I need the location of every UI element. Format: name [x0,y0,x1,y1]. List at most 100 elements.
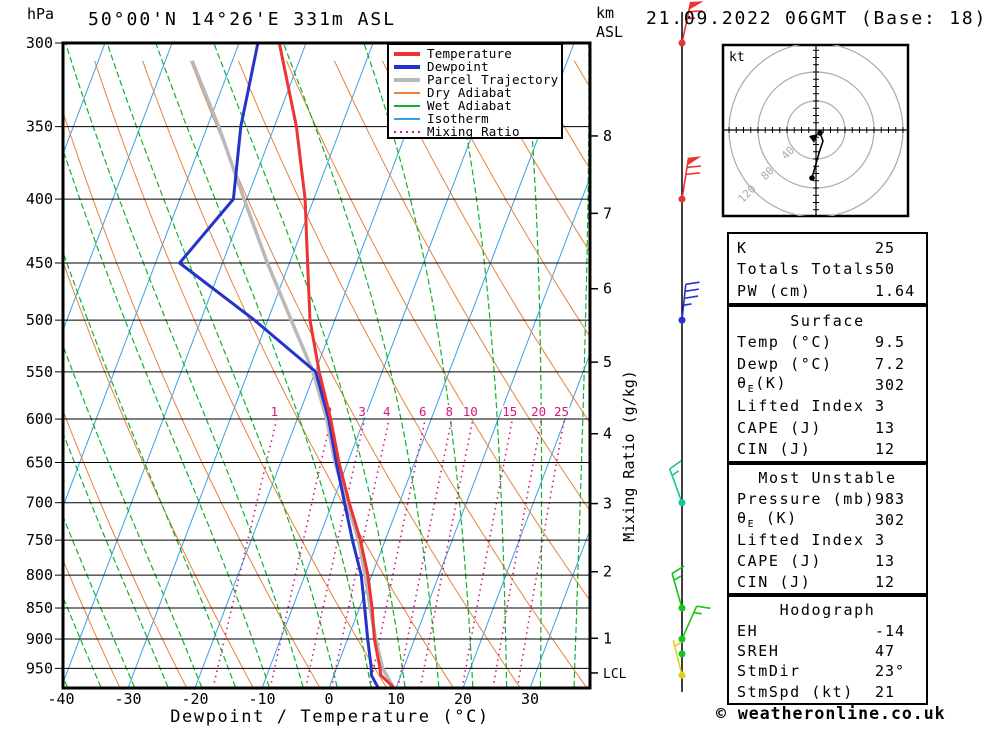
row-label: Dewp (°C) [737,354,833,373]
svg-text:10: 10 [387,690,405,708]
row-label: θE(K) [737,374,788,396]
isotherm-lines [63,43,590,688]
row-label: K [737,238,748,257]
svg-text:-10: -10 [248,690,275,708]
wet-adiabat-lines [63,43,590,688]
row-label: θE (K) [737,509,798,531]
svg-text:25: 25 [554,404,569,419]
temperature-tick-labels: -40 -30 -20 -10 0 10 20 30 [47,690,539,708]
row-label: CIN (J) [737,572,812,591]
svg-text:400: 400 [26,190,53,208]
row-value: 21 [875,682,896,701]
row-label: CIN (J) [737,440,812,459]
legend-item-dry-adiabat: Dry Adiabat [393,86,561,99]
table-row: CAPE (J) 13 [729,417,926,438]
svg-text:2: 2 [603,563,612,581]
row-value: 7.2 [875,354,906,373]
row-label: Lifted Index [737,531,865,550]
lcl-label: LCL [603,667,627,682]
svg-text:20: 20 [454,690,472,708]
legend-item-wet-adiabat: Wet Adiabat [393,99,561,112]
table-row: CIN (J) 12 [729,439,926,460]
table-row: K 25 [729,237,926,259]
row-label: CAPE (J) [737,551,823,570]
table-row: StmDir 23° [729,661,926,681]
row-value: 1.64 [875,282,916,301]
svg-text:950: 950 [26,659,53,677]
wind-barb-column [668,1,711,692]
svg-text:-30: -30 [114,690,141,708]
table-row: CIN (J) 12 [729,571,926,592]
row-value: 13 [875,418,896,437]
wind-barb-962 [672,640,686,679]
row-label: EH [737,621,759,640]
svg-text:500: 500 [26,311,53,329]
legend-label: Wet Adiabat [427,97,512,113]
row-label: Temp (°C) [737,333,833,352]
table-row: Lifted Index 3 [729,396,926,417]
stats-table-most-unstable: Most Unstable Pressure (mb) 983 θE (K) 302 Li… [727,463,928,595]
legend-item-mixing-ratio: Mixing Ratio [393,125,561,138]
svg-text:8: 8 [603,127,612,145]
legend-swatch [394,51,420,56]
temperature-curve [277,43,395,688]
svg-text:650: 650 [26,453,53,471]
legend-swatch [394,130,420,133]
row-value: 25 [875,238,896,257]
mixing-ratio-axis-title: Mixing Ratio (g/kg) [620,370,638,542]
table-row: StmSpd (kt) 21 [729,682,926,702]
wind-barb-400 [678,156,702,203]
legend-label: Isotherm [427,110,489,126]
svg-text:900: 900 [26,630,53,648]
mixing-ratio-lines [212,419,565,688]
wind-barb-300 [678,1,704,47]
table-header: Most Unstable [758,469,897,488]
altitude-ticks: 1 2 3 4 5 6 7 8 LCL [590,127,627,682]
wind-barb-850 [671,565,686,612]
row-label: Lifted Index [737,397,865,416]
table-row: Temp (°C) 9.5 [729,331,926,352]
legend-item-isotherm: Isotherm [393,112,561,125]
row-label: Pressure (mb) [737,489,876,508]
table-row: CAPE (J) 13 [729,551,926,572]
plot-border [61,41,592,690]
table-row: Dewp (°C) 7.2 [729,353,926,374]
svg-text:6: 6 [419,404,427,419]
wind-barb-925 [678,650,686,658]
asl-text: ASL [596,23,624,41]
row-value: 12 [875,440,896,459]
table-header: Hodograph [779,601,876,620]
km-text: km [596,4,615,22]
row-value: 983 [875,489,906,508]
legend-label: Mixing Ratio [427,123,520,139]
svg-text:850: 850 [26,599,53,617]
row-value: 3 [875,531,886,550]
table-row: Lifted Index 3 [729,530,926,551]
legend-label: Temperature [427,45,512,61]
table-row: θE(K) 302 [729,374,926,395]
row-label: SREH [737,641,780,660]
datetime-title: 21.09.2022 06GMT (Base: 18) [646,8,988,29]
row-value: 302 [875,375,906,394]
legend-swatch [394,117,420,120]
svg-text:4: 4 [383,404,391,419]
svg-text:450: 450 [26,254,53,272]
legend-label: Dry Adiabat [427,84,512,100]
station-title: 50°00'N 14°26'E 331m ASL [88,9,397,30]
svg-text:20: 20 [531,404,546,419]
legend-item-parcel-trajectory: Parcel Trajectory [393,73,561,86]
sounding-curves [178,43,395,688]
hodograph-trace [811,132,824,179]
hodograph-unit-label: kt [729,50,745,65]
svg-text:6: 6 [603,280,612,298]
row-value: -14 [875,621,906,640]
wind-barb-500 [678,281,700,324]
svg-text:7: 7 [603,204,612,222]
legend-item-temperature: Temperature [393,47,561,60]
stats-table-indices: K 25 Totals Totals 50 PW (cm) 1.64 [727,232,928,305]
legend-label: Dewpoint [427,58,489,74]
svg-text:800: 800 [26,566,53,584]
svg-text:750: 750 [26,531,53,549]
row-label: Totals Totals [737,260,876,279]
